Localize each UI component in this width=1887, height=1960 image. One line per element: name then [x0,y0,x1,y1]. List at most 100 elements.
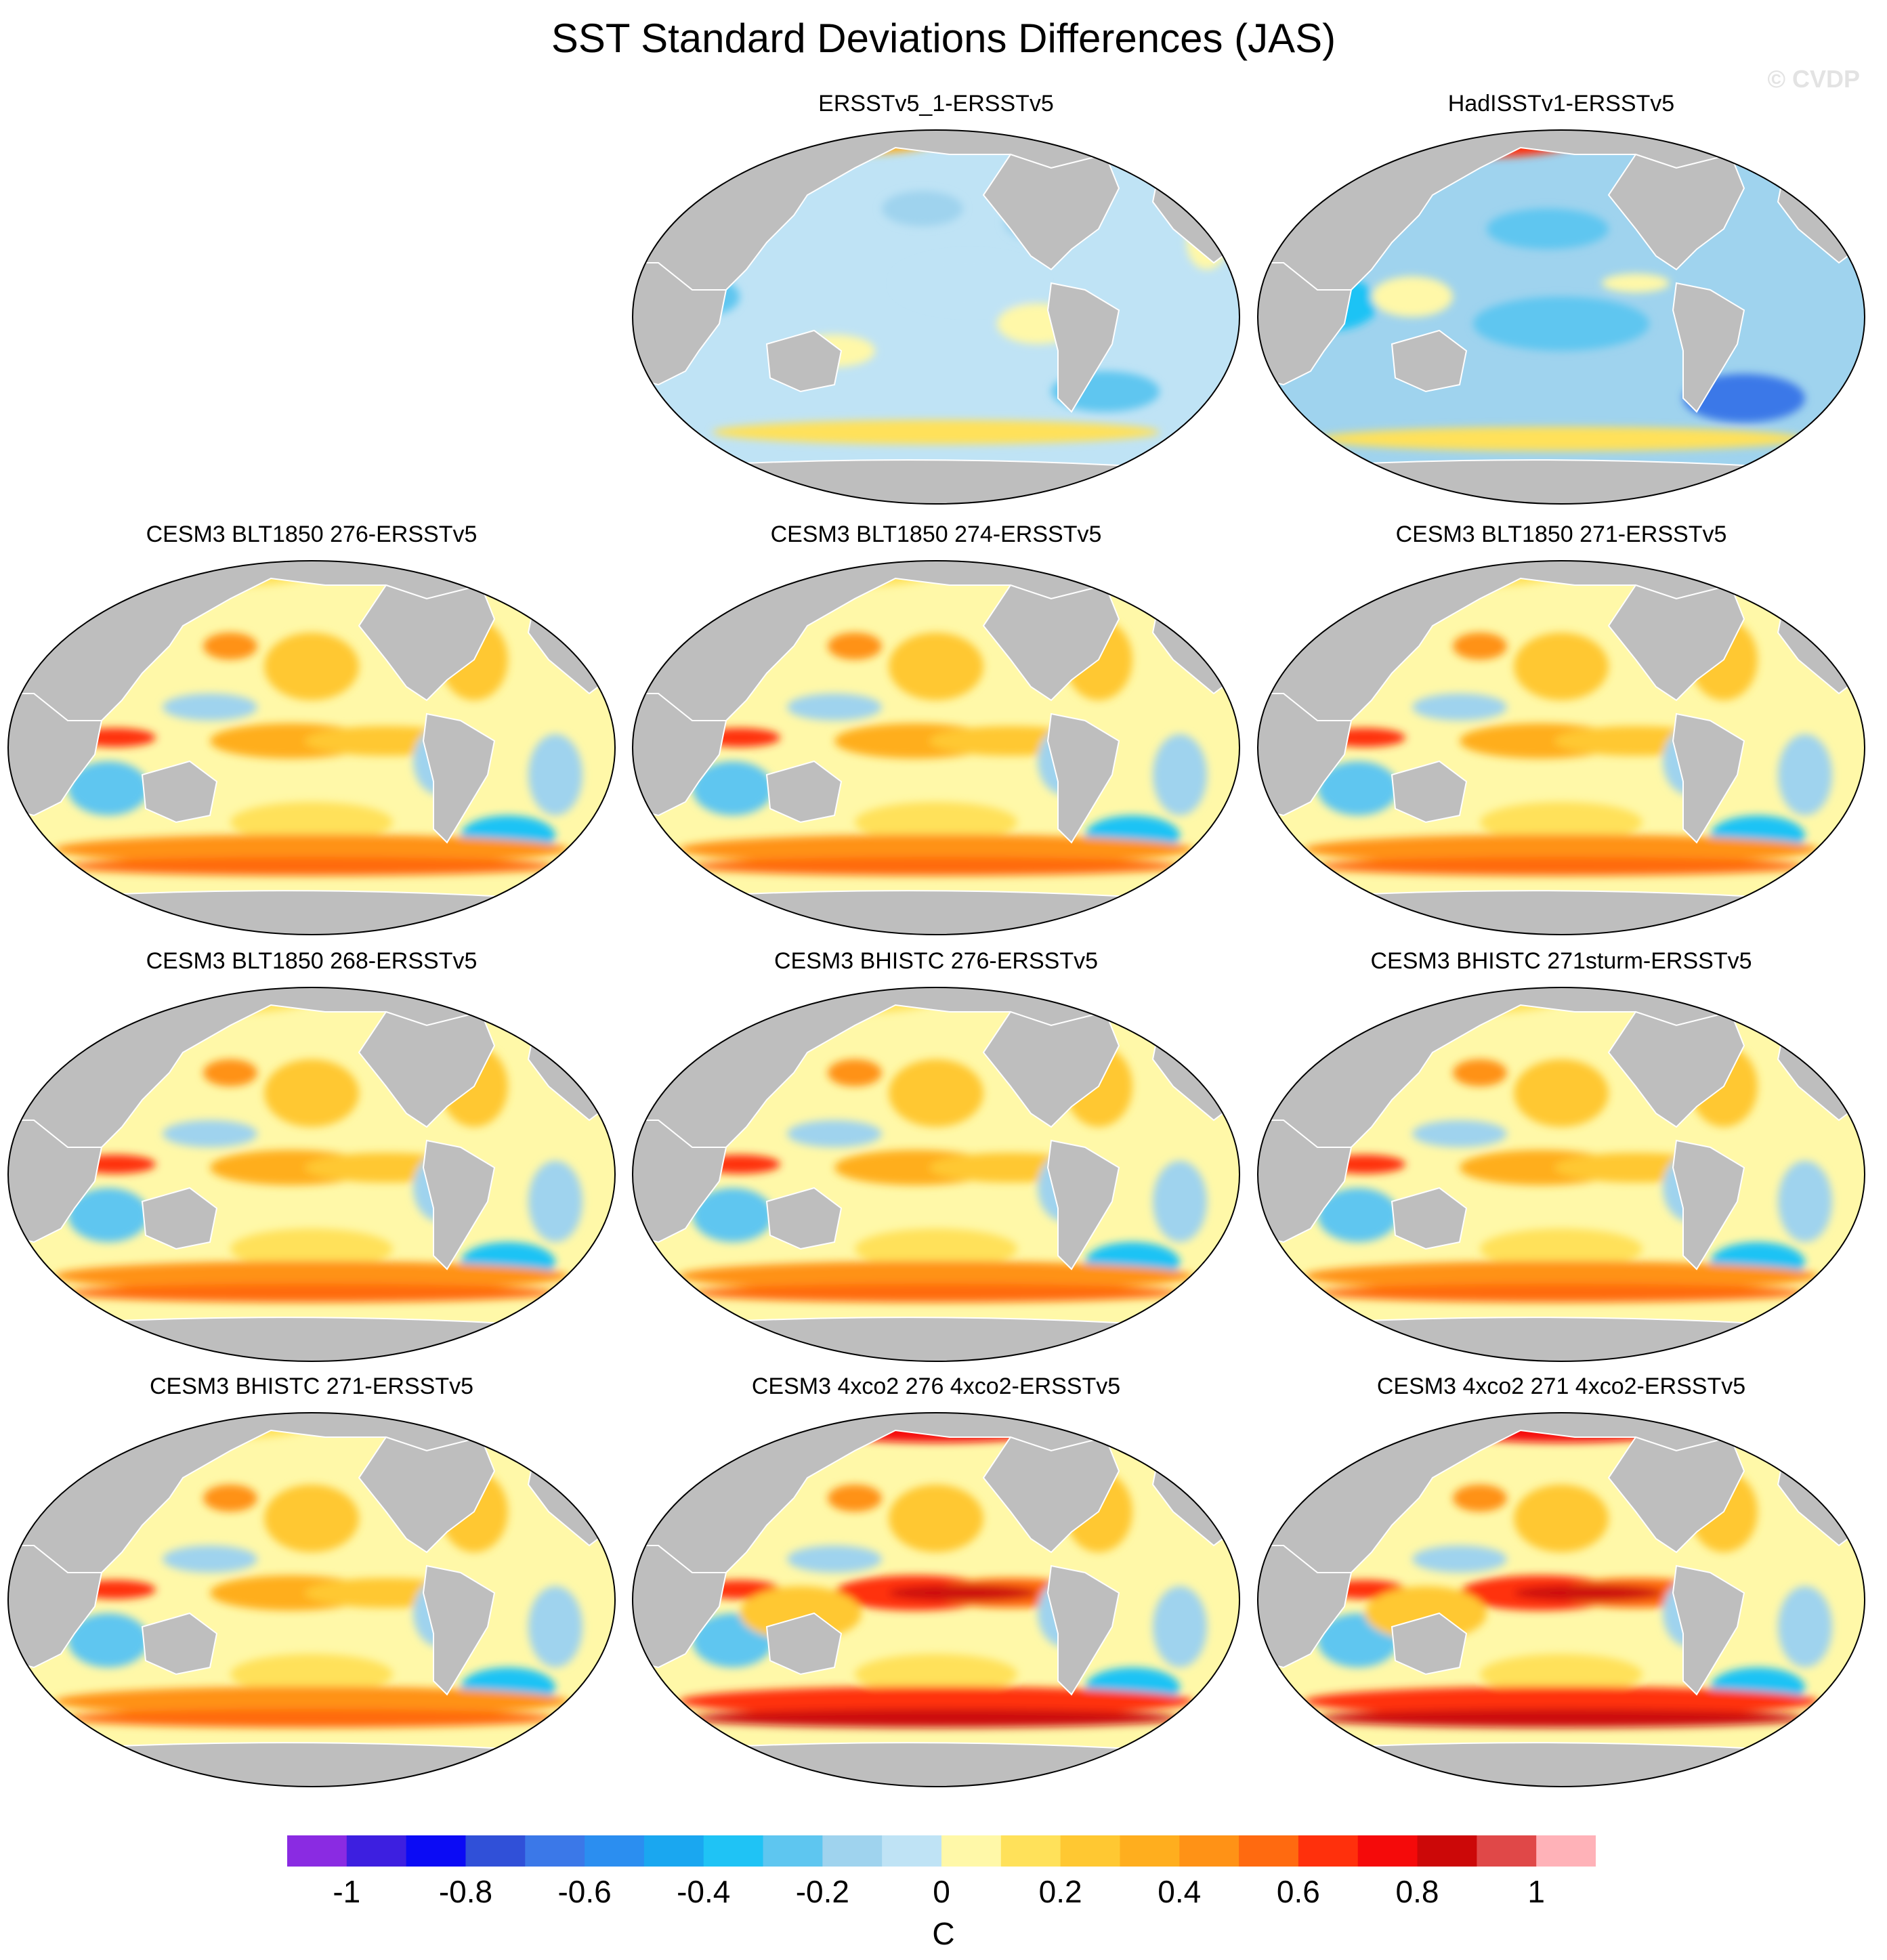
colorbar-swatch [1298,1835,1359,1867]
map-outline [1257,129,1865,505]
panel-title: CESM3 BHISTC 271-ERSSTv5 [149,1373,474,1399]
panel-title: ERSSTv5_1-ERSSTv5 [818,91,1054,116]
map-panel: CESM3 BLT1850 274-ERSSTv5 [631,521,1241,941]
australia-landmass [765,760,843,824]
north-america-landmass [1607,1436,1745,1554]
colorbar-swatch [1536,1835,1596,1867]
map-outline [1257,560,1865,935]
panel-title: HadISSTv1-ERSSTv5 [1447,91,1675,116]
colorbar-swatch [882,1835,942,1867]
colorbar-swatch [406,1835,466,1867]
map-outline [7,560,616,935]
north-america-landmass [358,1436,496,1554]
antarctica-coast [8,890,615,935]
australia-landmass [1391,1187,1468,1250]
cvdp-watermark: © CVDP [1767,65,1860,93]
antarctica-coast [1258,1317,1865,1361]
colorbar-swatch [287,1835,347,1867]
colorbar-swatch [1060,1835,1120,1867]
ocean-field [633,561,1239,935]
colorbar-tick-label: 1 [1527,1874,1545,1909]
colorbar [287,1835,1596,1867]
antarctica-coast [1258,890,1865,935]
panel-title: CESM3 BLT1850 276-ERSSTv5 [146,521,478,547]
north-america-landmass [982,153,1120,271]
colorbar-swatch [1000,1835,1061,1867]
world-map [1257,1412,1865,1787]
panel-title: CESM3 BHISTC 271sturm-ERSSTv5 [1370,948,1752,974]
north-america-landmass [1607,584,1745,702]
colorbar-swatch [703,1835,764,1867]
south-america-landmass [1672,282,1745,413]
world-map [632,129,1240,505]
colorbar-tick-label: 0.4 [1158,1874,1202,1909]
panel-title: CESM3 4xco2 271 4xco2-ERSSTv5 [1376,1373,1746,1399]
ocean-field [8,1413,615,1787]
map-panel: CESM3 4xco2 276 4xco2-ERSSTv5 [631,1373,1241,1793]
map-outline [7,1412,616,1787]
colorbar-tick-label: -0.4 [677,1874,731,1909]
north-america-landmass [358,584,496,702]
australia-landmass [765,1187,843,1250]
colorbar-tick-label: 0.8 [1395,1874,1439,1909]
colorbar-tick-label: -0.6 [557,1874,612,1909]
map-outline [7,987,616,1362]
colorbar-swatch [1239,1835,1299,1867]
map-panel: ERSSTv5_1-ERSSTv5 [631,91,1241,511]
antarctica-coast [1258,1742,1865,1787]
world-map [632,987,1240,1362]
colorbar-swatch [1120,1835,1180,1867]
antarctica-coast [633,890,1239,935]
australia-landmass [1391,329,1468,393]
world-map [1257,560,1865,935]
colorbar-tick-label: 0.6 [1276,1874,1320,1909]
colorbar-swatch [763,1835,823,1867]
australia-landmass [765,329,843,393]
colorbar-tick-label: -1 [333,1874,361,1909]
panel-title: CESM3 4xco2 276 4xco2-ERSSTv5 [751,1373,1121,1399]
south-america-landmass [1672,1564,1745,1696]
map-outline [632,129,1240,505]
panel-title: CESM3 BLT1850 268-ERSSTv5 [146,948,478,974]
australia-landmass [141,1187,218,1250]
colorbar-units-label: C [932,1916,955,1951]
colorbar-tick-label: -0.8 [438,1874,493,1909]
map-outline [1257,987,1865,1362]
ocean-field [8,987,615,1361]
panel-title: CESM3 BHISTC 276-ERSSTv5 [773,948,1099,974]
map-outline [632,560,1240,935]
colorbar-swatch [1179,1835,1239,1867]
panel-title: CESM3 BLT1850 271-ERSSTv5 [1395,521,1727,547]
australia-landmass [141,1612,218,1676]
colorbar-swatch [822,1835,883,1867]
world-map [1257,129,1865,505]
ocean-field [1258,1413,1865,1787]
antarctica-coast [8,1317,615,1361]
map-panel: CESM3 BHISTC 276-ERSSTv5 [631,948,1241,1368]
colorbar-swatch [643,1835,704,1867]
south-america-landmass [1672,1139,1745,1271]
north-america-landmass [982,1010,1120,1128]
antarctica-coast [8,1742,615,1787]
world-map [1257,987,1865,1362]
colorbar-tick-label: 0.2 [1038,1874,1082,1909]
map-panel: CESM3 BHISTC 271sturm-ERSSTv5 [1256,948,1866,1368]
colorbar-tick-label: -0.2 [795,1874,849,1909]
colorbar-swatch [1477,1835,1537,1867]
north-america-landmass [1607,1010,1745,1128]
south-america-landmass [422,1139,496,1271]
australia-landmass [1391,760,1468,824]
world-map [632,560,1240,935]
colorbar-swatch [525,1835,585,1867]
colorbar-tick-labels: -1 -0.8 -0.6 -0.4 -0.2 0 0.2 0.4 0.6 0.8 1 [0,1873,1887,1914]
south-america-landmass [1672,712,1745,844]
australia-landmass [1391,1612,1468,1676]
world-map [7,1412,616,1787]
world-map [632,1412,1240,1787]
map-panel: HadISSTv1-ERSSTv5 [1256,91,1866,511]
antarctica-coast [1258,459,1865,504]
map-outline [1257,1412,1865,1787]
north-america-landmass [1607,153,1745,271]
colorbar-swatch [346,1835,407,1867]
south-america-landmass [1046,282,1120,413]
